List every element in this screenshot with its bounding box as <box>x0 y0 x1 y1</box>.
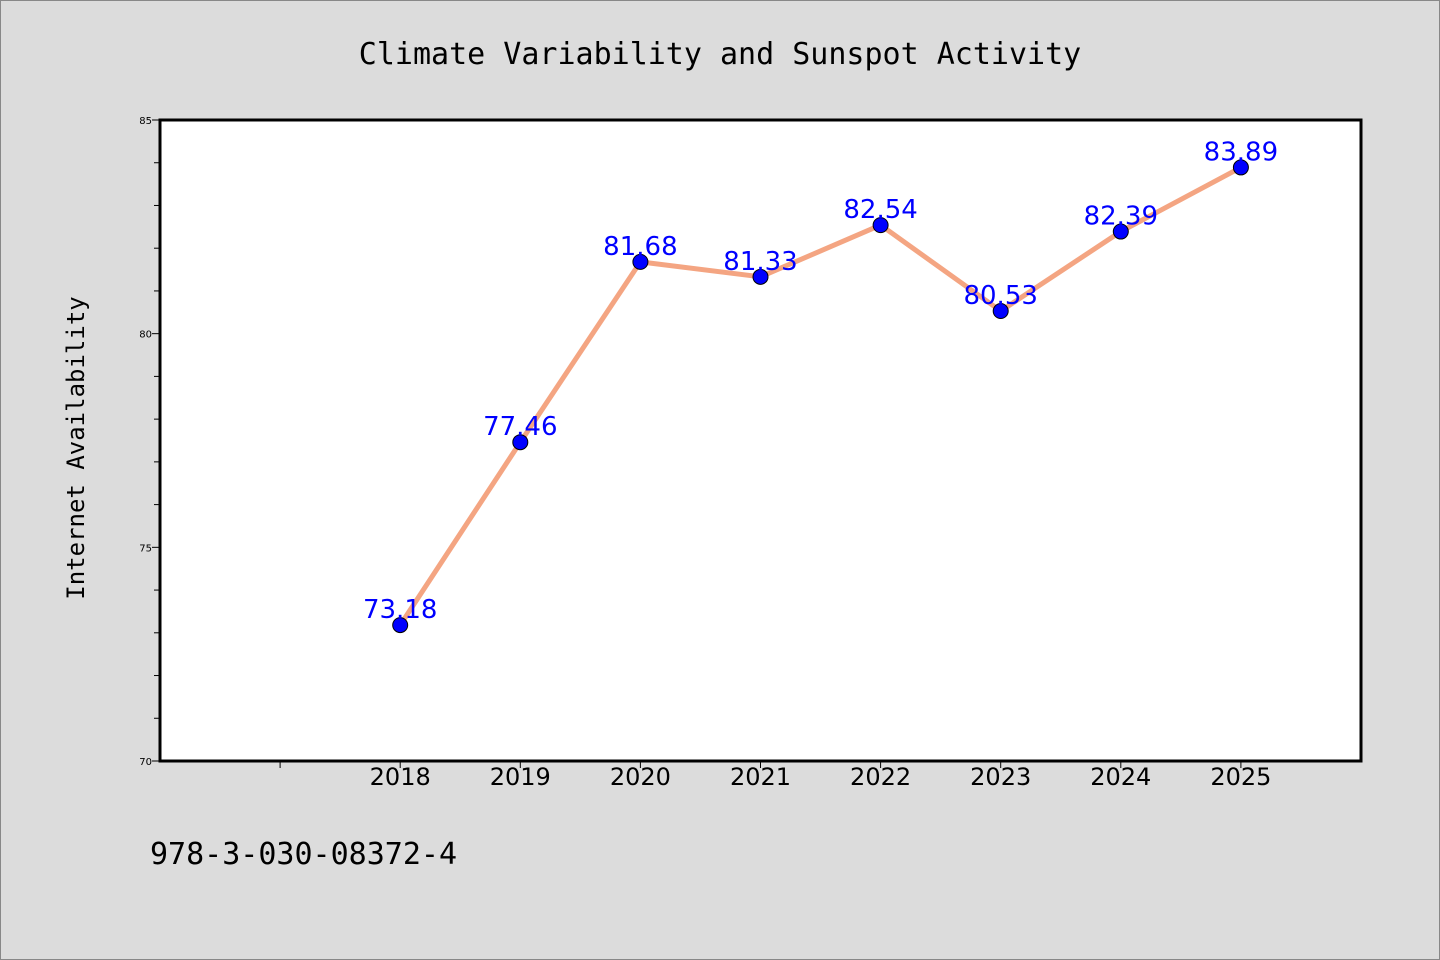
data-point <box>392 617 409 634</box>
x-tick-label: 2025 <box>1210 763 1271 791</box>
data-labels: 73.18 77.46 81.68 81.33 82.54 80.53 82.39 83.89 <box>363 137 1278 625</box>
y-tick-label: 85 <box>139 116 152 127</box>
x-tick-label: 2018 <box>370 763 431 791</box>
x-tick-label: 2019 <box>490 763 551 791</box>
data-label: 82.54 <box>843 195 917 225</box>
data-label: 77.46 <box>483 412 557 442</box>
x-tick-label: 2023 <box>970 763 1031 791</box>
data-label: 83.89 <box>1204 137 1278 167</box>
data-label: 82.39 <box>1084 202 1158 232</box>
data-point <box>632 253 649 270</box>
x-tick-label: 2024 <box>1090 763 1151 791</box>
x-tick-label: 2022 <box>850 763 911 791</box>
chart-title: Climate Variability and Sunspot Activity <box>359 37 1081 72</box>
plot-frame <box>158 118 1363 763</box>
data-label: 73.18 <box>363 595 437 625</box>
y-tick-label: 80 <box>139 330 152 341</box>
series-line <box>397 164 1244 628</box>
y-tick-label: 75 <box>139 543 152 554</box>
data-point <box>992 303 1009 320</box>
data-point <box>752 268 769 285</box>
data-label: 80.53 <box>963 281 1037 311</box>
data-markers <box>392 159 1249 634</box>
data-point <box>872 217 889 234</box>
data-point <box>1232 159 1249 176</box>
plot-area <box>160 120 1361 761</box>
data-point <box>1112 223 1129 240</box>
y-tick-label: 70 <box>139 757 152 768</box>
data-label: 81.33 <box>723 247 797 277</box>
data-label: 81.68 <box>603 232 677 262</box>
data-point <box>512 434 529 451</box>
x-tick-label: 2020 <box>610 763 671 791</box>
footnote: 978-3-030-08372-4 <box>150 837 457 872</box>
x-tick-label: 2021 <box>730 763 791 791</box>
x-ticks: 2018 2019 2020 2021 2022 2023 2024 2025 <box>279 761 1271 791</box>
y-axis-label: Internet Availability <box>62 296 90 599</box>
